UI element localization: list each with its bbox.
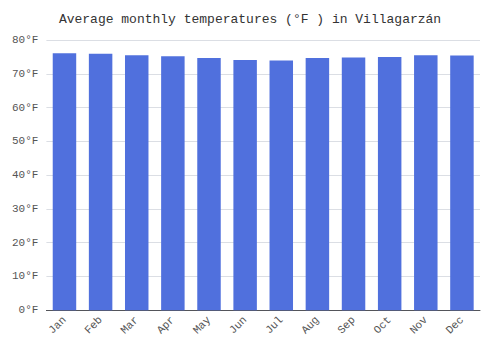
svg-text:Mar: Mar xyxy=(119,314,141,336)
svg-text:Jun: Jun xyxy=(227,314,249,336)
svg-text:Nov: Nov xyxy=(408,314,431,337)
svg-text:80°F: 80°F xyxy=(12,34,38,46)
svg-text:10°F: 10°F xyxy=(12,270,38,282)
svg-text:Sep: Sep xyxy=(335,314,357,336)
svg-text:30°F: 30°F xyxy=(12,203,38,215)
svg-text:20°F: 20°F xyxy=(12,237,38,249)
svg-text:Jul: Jul xyxy=(263,314,285,336)
svg-text:Apr: Apr xyxy=(155,314,177,336)
svg-text:Oct: Oct xyxy=(371,314,393,336)
svg-text:Aug: Aug xyxy=(299,314,321,336)
svg-text:70°F: 70°F xyxy=(12,68,38,80)
svg-text:Jan: Jan xyxy=(46,314,68,336)
svg-text:50°F: 50°F xyxy=(12,135,38,147)
svg-text:Feb: Feb xyxy=(82,314,104,336)
svg-text:60°F: 60°F xyxy=(12,102,38,114)
svg-text:Dec: Dec xyxy=(444,314,466,336)
svg-text:0°F: 0°F xyxy=(19,304,39,316)
svg-text:40°F: 40°F xyxy=(12,169,38,181)
svg-text:May: May xyxy=(191,314,214,337)
svg-text:Average monthly temperatures (: Average monthly temperatures (°F ) in Vi… xyxy=(59,12,441,27)
